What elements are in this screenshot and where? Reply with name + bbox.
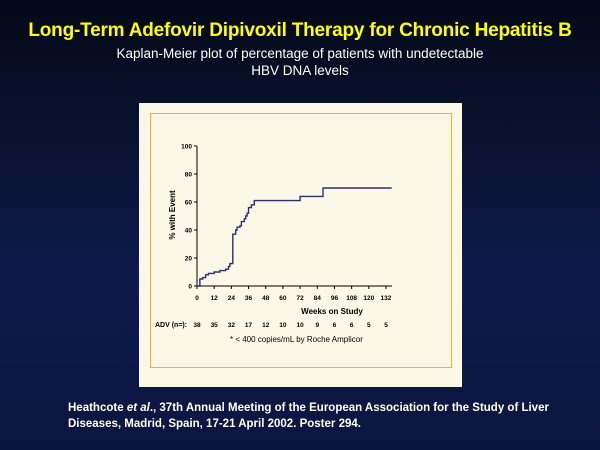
at-risk-count: 10 — [296, 322, 304, 329]
x-tick-label: 48 — [262, 295, 270, 302]
at-risk-count: 32 — [228, 322, 236, 329]
slide-title: Long-Term Adefovir Dipivoxil Therapy for… — [28, 20, 572, 41]
citation: Heathcote et al., 37th Annual Meeting of… — [68, 400, 568, 432]
at-risk-count: 12 — [262, 322, 270, 329]
slide-subtitle: Kaplan-Meier plot of percentage of patie… — [0, 45, 600, 79]
chart-axes — [196, 146, 392, 287]
at-risk-count: 17 — [245, 322, 253, 329]
x-tick-label: 0 — [195, 295, 199, 302]
at-risk-count: 38 — [193, 322, 201, 329]
y-tick-label: 20 — [185, 256, 193, 263]
y-tick-label: 80 — [185, 172, 193, 179]
chart-series — [197, 187, 392, 287]
x-tick-label: 120 — [363, 295, 374, 302]
x-tick-label: 132 — [381, 295, 392, 302]
x-tick-label: 96 — [331, 295, 339, 302]
at-risk-count: 9 — [315, 322, 319, 329]
at-risk-count: 6 — [333, 322, 337, 329]
at-risk-count: 5 — [367, 322, 371, 329]
subtitle-line-2: HBV DNA levels — [251, 63, 349, 78]
citation-rest: ., 37th Annual Meeting of the European A… — [68, 402, 549, 430]
x-tick-label: 36 — [245, 295, 253, 302]
y-axis-label: % with Event — [168, 190, 177, 240]
at-risk-count: 10 — [279, 322, 287, 329]
x-axis-label: Weeks on Study — [301, 307, 363, 316]
x-tick-label: 60 — [279, 295, 287, 302]
chart-panel — [139, 103, 462, 387]
y-tick-label: 60 — [185, 200, 193, 207]
y-tick-label: 100 — [181, 144, 192, 151]
km-step-line — [197, 187, 392, 287]
x-tick-label: 108 — [346, 295, 357, 302]
chart-footnote: * < 400 copies/mL by Roche Amplicor — [230, 335, 363, 344]
x-tick-label: 24 — [228, 295, 236, 302]
citation-etal: et al — [126, 402, 150, 414]
subtitle-line-1: Kaplan-Meier plot of percentage of patie… — [116, 46, 484, 61]
chart-frame — [150, 113, 452, 368]
y-tick-label: 40 — [185, 228, 193, 235]
at-risk-count: 5 — [384, 322, 388, 329]
x-tick-label: 72 — [296, 295, 304, 302]
x-tick-label: 84 — [314, 295, 322, 302]
y-tick-label: 0 — [188, 284, 192, 291]
x-tick-label: 12 — [211, 295, 219, 302]
at-risk-count: 35 — [211, 322, 219, 329]
chart-ticks: 0 20 40 60 80 100 0 12 24 36 48 60 72 84 96 108 120 132 — [181, 144, 392, 303]
at-risk-count: 6 — [350, 322, 354, 329]
at-risk-row: 38 35 32 17 12 10 10 9 6 6 5 5 — [193, 322, 388, 329]
at-risk-label: ADV (n=): — [155, 322, 187, 329]
citation-author: Heathcote — [68, 402, 124, 414]
